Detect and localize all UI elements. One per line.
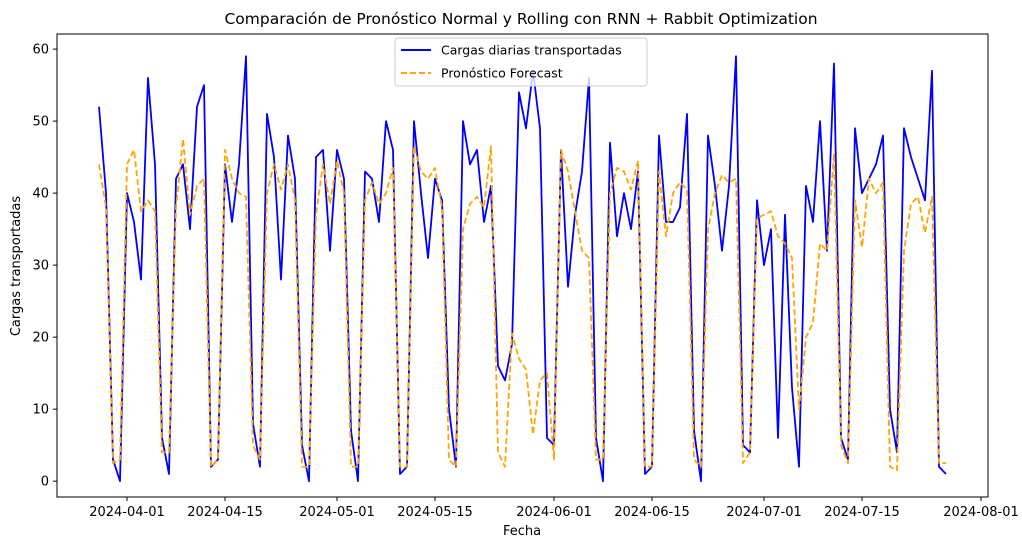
- x-tick-label: 2024-08-01: [943, 505, 1019, 520]
- x-tick-label: 2024-04-15: [187, 505, 263, 520]
- y-tick-label: 40: [32, 187, 49, 202]
- x-tick-label: 2024-05-01: [299, 505, 375, 520]
- series-line-forecast: [98, 138, 946, 472]
- y-axis: 0 10 20 30 40 50 60: [32, 43, 57, 490]
- legend: Cargas diarias transportadas Pronóstico …: [394, 37, 648, 87]
- x-tick-label: 2024-04-01: [89, 505, 165, 520]
- y-tick-label: 20: [32, 331, 49, 346]
- x-tick-label: 2024-06-01: [516, 505, 592, 520]
- plot-area: [98, 55, 947, 483]
- y-tick-label: 60: [32, 43, 49, 58]
- y-axis-title: Cargas transportadas: [9, 196, 24, 337]
- y-tick-label: 50: [32, 115, 49, 130]
- x-tick-label: 2024-07-01: [726, 505, 802, 520]
- x-axis-title: Fecha: [503, 524, 541, 539]
- x-tick-label: 2024-07-15: [824, 505, 900, 520]
- chart-title: Comparación de Pronóstico Normal y Rolli…: [224, 10, 817, 28]
- x-tick-label: 2024-06-15: [614, 505, 690, 520]
- y-tick-label: 30: [32, 259, 49, 274]
- legend-label-actual: Cargas diarias transportadas: [441, 43, 622, 58]
- series-line-actual: [98, 55, 947, 483]
- legend-box: [394, 37, 648, 87]
- legend-label-forecast: Pronóstico Forecast: [441, 66, 563, 81]
- x-tick-label: 2024-05-15: [397, 505, 473, 520]
- y-tick-label: 10: [32, 403, 49, 418]
- series-layer: [98, 55, 947, 483]
- x-axis: 2024-04-01 2024-04-15 2024-05-01 2024-05-15…: [89, 497, 1019, 520]
- y-tick-label: 0: [41, 475, 49, 490]
